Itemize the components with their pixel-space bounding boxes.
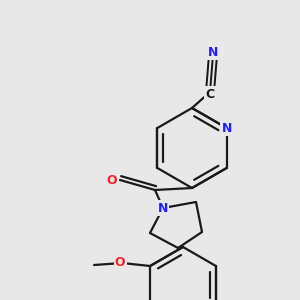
- Text: N: N: [158, 202, 168, 214]
- Text: N: N: [158, 202, 168, 214]
- Text: O: O: [115, 256, 125, 269]
- Text: C: C: [206, 88, 214, 100]
- Text: O: O: [107, 173, 117, 187]
- Text: N: N: [221, 122, 232, 134]
- Text: N: N: [208, 46, 218, 59]
